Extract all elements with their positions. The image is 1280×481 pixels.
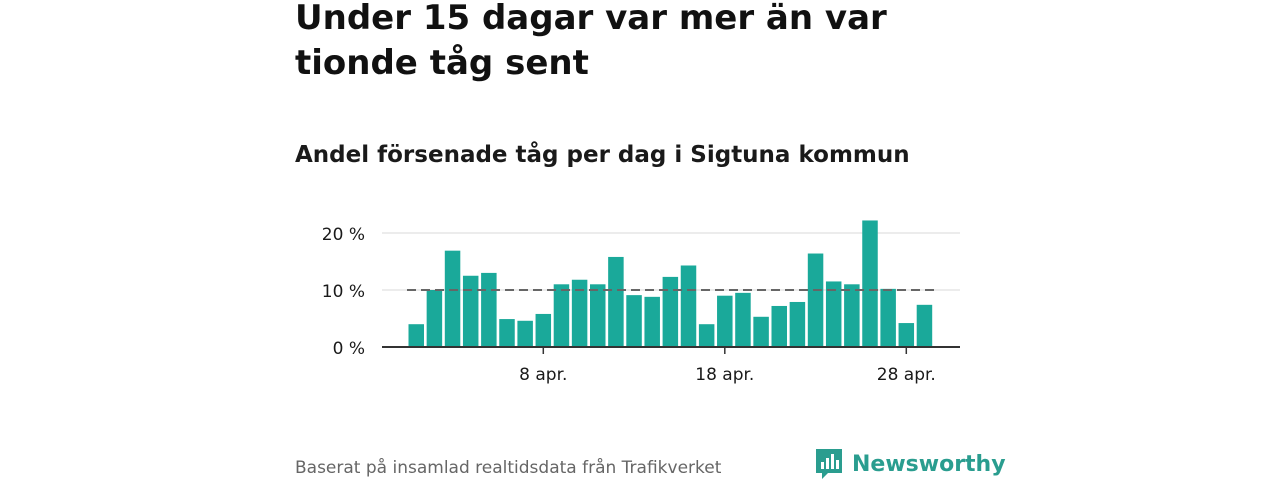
bar bbox=[571, 279, 588, 347]
bar bbox=[680, 265, 697, 347]
newsworthy-brand: Newsworthy bbox=[814, 447, 1006, 481]
bar bbox=[880, 288, 896, 347]
bar bbox=[517, 320, 533, 347]
bar bbox=[916, 304, 933, 347]
bar bbox=[644, 296, 660, 347]
y-tick-label: 20 % bbox=[322, 225, 365, 245]
brand-name: Newsworthy bbox=[852, 451, 1006, 477]
bar bbox=[426, 290, 443, 347]
newsworthy-logo-icon bbox=[816, 449, 842, 479]
bar bbox=[771, 305, 787, 347]
bar bbox=[862, 220, 878, 347]
y-tick-label: 0 % bbox=[333, 339, 365, 359]
bar bbox=[698, 324, 715, 347]
bar bbox=[590, 284, 606, 347]
bar bbox=[662, 276, 679, 347]
bar bbox=[535, 313, 552, 347]
bar bbox=[753, 316, 769, 347]
x-tick-label: 8 apr. bbox=[519, 365, 567, 385]
bar bbox=[735, 292, 751, 347]
bar bbox=[462, 275, 479, 347]
bar bbox=[444, 250, 461, 347]
bar bbox=[553, 284, 570, 347]
chart-subtitle: Andel försenade tåg per dag i Sigtuna ko… bbox=[295, 142, 910, 168]
bar bbox=[825, 281, 842, 347]
bar bbox=[844, 284, 860, 347]
y-tick-label: 10 % bbox=[322, 282, 365, 302]
bar bbox=[789, 301, 806, 347]
bar bbox=[898, 323, 915, 347]
bar bbox=[608, 256, 624, 347]
x-tick-label: 18 apr. bbox=[695, 365, 754, 385]
source-note: Baserat på insamlad realtidsdata från Tr… bbox=[295, 458, 722, 478]
bar bbox=[499, 319, 515, 347]
bar bbox=[481, 272, 497, 347]
chart-title: Under 15 dagar var mer än var tionde tåg… bbox=[295, 0, 887, 83]
x-tick-label: 28 apr. bbox=[877, 365, 936, 385]
bar bbox=[408, 324, 424, 347]
bar bbox=[626, 295, 642, 347]
bar bbox=[717, 295, 733, 347]
bar bbox=[807, 253, 824, 347]
